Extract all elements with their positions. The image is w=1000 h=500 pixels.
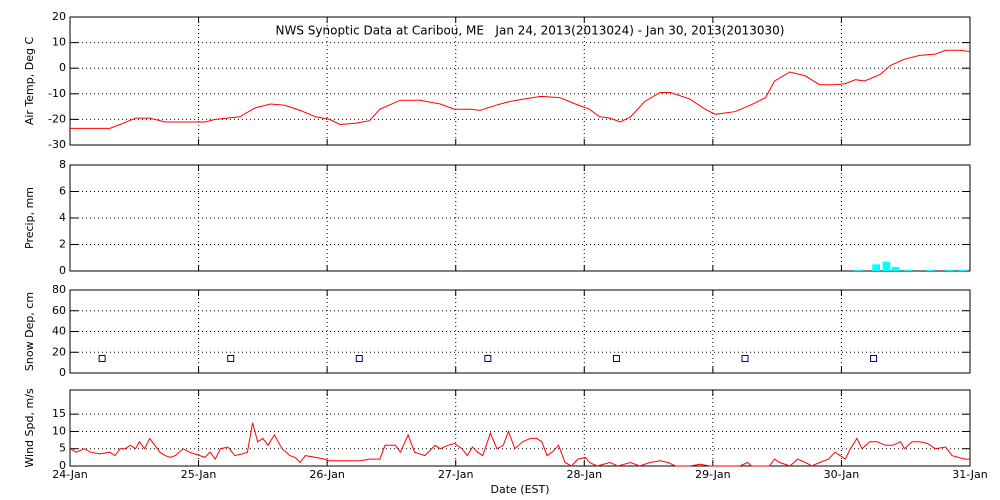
x-axis-label: Date (EST) xyxy=(490,483,549,496)
y-tick-label: 10 xyxy=(52,424,66,437)
point xyxy=(355,354,363,362)
bar xyxy=(945,269,954,271)
y-tick-label: -10 xyxy=(48,87,66,100)
x-tick-label: 31-Jan xyxy=(952,468,988,481)
plot-frame xyxy=(69,164,971,272)
data-line xyxy=(70,49,971,129)
point xyxy=(612,354,620,362)
y-tick-label: 2 xyxy=(59,238,66,251)
y-tick-label: 40 xyxy=(52,325,66,338)
y-tick-label: 80 xyxy=(52,283,66,296)
y-tick-label: 0 xyxy=(59,61,66,74)
bar xyxy=(872,264,880,271)
bar xyxy=(958,269,967,271)
point xyxy=(741,354,749,362)
x-tick-label: 29-Jan xyxy=(695,468,731,481)
bar xyxy=(891,267,900,271)
y-tick-label: 5 xyxy=(59,442,66,455)
y-tick-label: -30 xyxy=(48,138,66,151)
plot-frame xyxy=(69,389,971,467)
bar xyxy=(882,261,891,271)
data-line xyxy=(69,422,970,467)
bar xyxy=(854,269,862,271)
x-tick-label: 27-Jan xyxy=(438,468,474,481)
y-tick-label: 0 xyxy=(59,459,66,472)
y-tick-label: 6 xyxy=(59,185,66,198)
x-tick-label: 30-Jan xyxy=(824,468,860,481)
point xyxy=(484,354,492,362)
y-axis-label: Snow Dep, cm xyxy=(23,292,36,371)
bar xyxy=(904,269,913,271)
y-axis-label: Wind Spd, m/s xyxy=(23,388,36,468)
bar xyxy=(926,269,934,271)
point xyxy=(227,354,235,362)
y-tick-label: 20 xyxy=(52,345,66,358)
y-tick-label: 15 xyxy=(52,407,66,420)
x-tick-label: 25-Jan xyxy=(181,468,217,481)
plot-frame xyxy=(69,16,971,146)
y-tick-label: 10 xyxy=(52,36,66,49)
y-tick-label: 4 xyxy=(59,211,66,224)
point xyxy=(98,354,106,362)
x-tick-label: 26-Jan xyxy=(309,468,345,481)
y-tick-label: 60 xyxy=(52,304,66,317)
point xyxy=(870,354,878,362)
x-tick-label: 28-Jan xyxy=(567,468,603,481)
plot-frame xyxy=(69,289,971,374)
y-tick-label: -20 xyxy=(48,112,66,125)
y-tick-label: 20 xyxy=(52,10,66,23)
y-tick-label: 0 xyxy=(59,366,66,379)
chart-title: NWS Synoptic Data at Caribou, ME Jan 24,… xyxy=(276,24,785,38)
x-tick-label: 24-Jan xyxy=(52,468,88,481)
y-tick-label: 0 xyxy=(59,264,66,277)
y-tick-label: 8 xyxy=(59,158,66,171)
y-axis-label: Air Temp, Deg C xyxy=(23,37,36,126)
y-axis-label: Precip, mm xyxy=(23,187,36,249)
